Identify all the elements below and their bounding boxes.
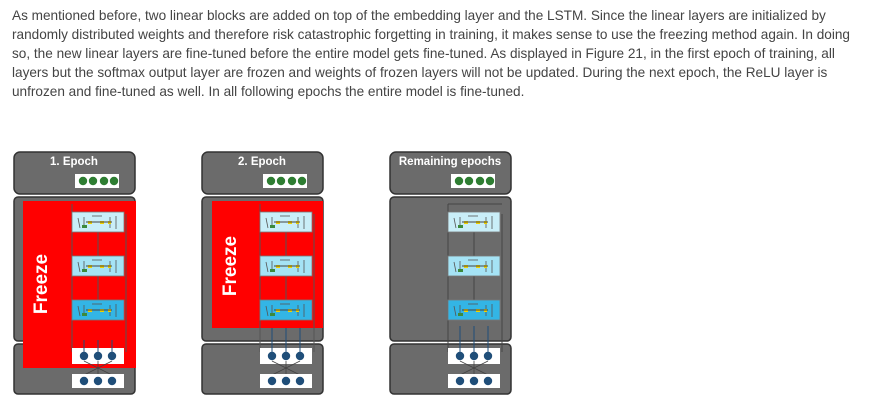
panel-title: Remaining epochs bbox=[399, 156, 501, 168]
output-layer-block bbox=[389, 151, 512, 195]
hidden-layers-block bbox=[201, 196, 324, 342]
panel-title: 2. Epoch bbox=[238, 156, 286, 168]
hidden-layers-block bbox=[389, 196, 512, 342]
freeze-overlay bbox=[212, 201, 323, 328]
embedding-block bbox=[13, 343, 136, 395]
panel-epoch-1: 1. Epoch Freeze bbox=[13, 151, 136, 395]
freeze-label: Freeze bbox=[220, 236, 241, 296]
panel-epoch-2: 2. Epoch Freeze bbox=[201, 151, 324, 395]
embedding-block bbox=[389, 343, 512, 395]
freeze-overlay bbox=[23, 201, 136, 368]
body-paragraph: As mentioned before, two linear blocks a… bbox=[12, 8, 850, 99]
panel-title: 1. Epoch bbox=[50, 156, 98, 168]
output-layer-block bbox=[201, 151, 324, 195]
freeze-label: Freeze bbox=[31, 254, 52, 314]
output-node bbox=[109, 176, 119, 186]
output-node bbox=[78, 176, 88, 186]
panel-remaining-epochs: Remaining epochs bbox=[389, 151, 512, 395]
embedding-block bbox=[201, 343, 324, 395]
output-node bbox=[88, 176, 98, 186]
output-layer-block bbox=[13, 151, 136, 195]
output-node bbox=[99, 176, 109, 186]
hidden-layers-block bbox=[13, 196, 136, 342]
